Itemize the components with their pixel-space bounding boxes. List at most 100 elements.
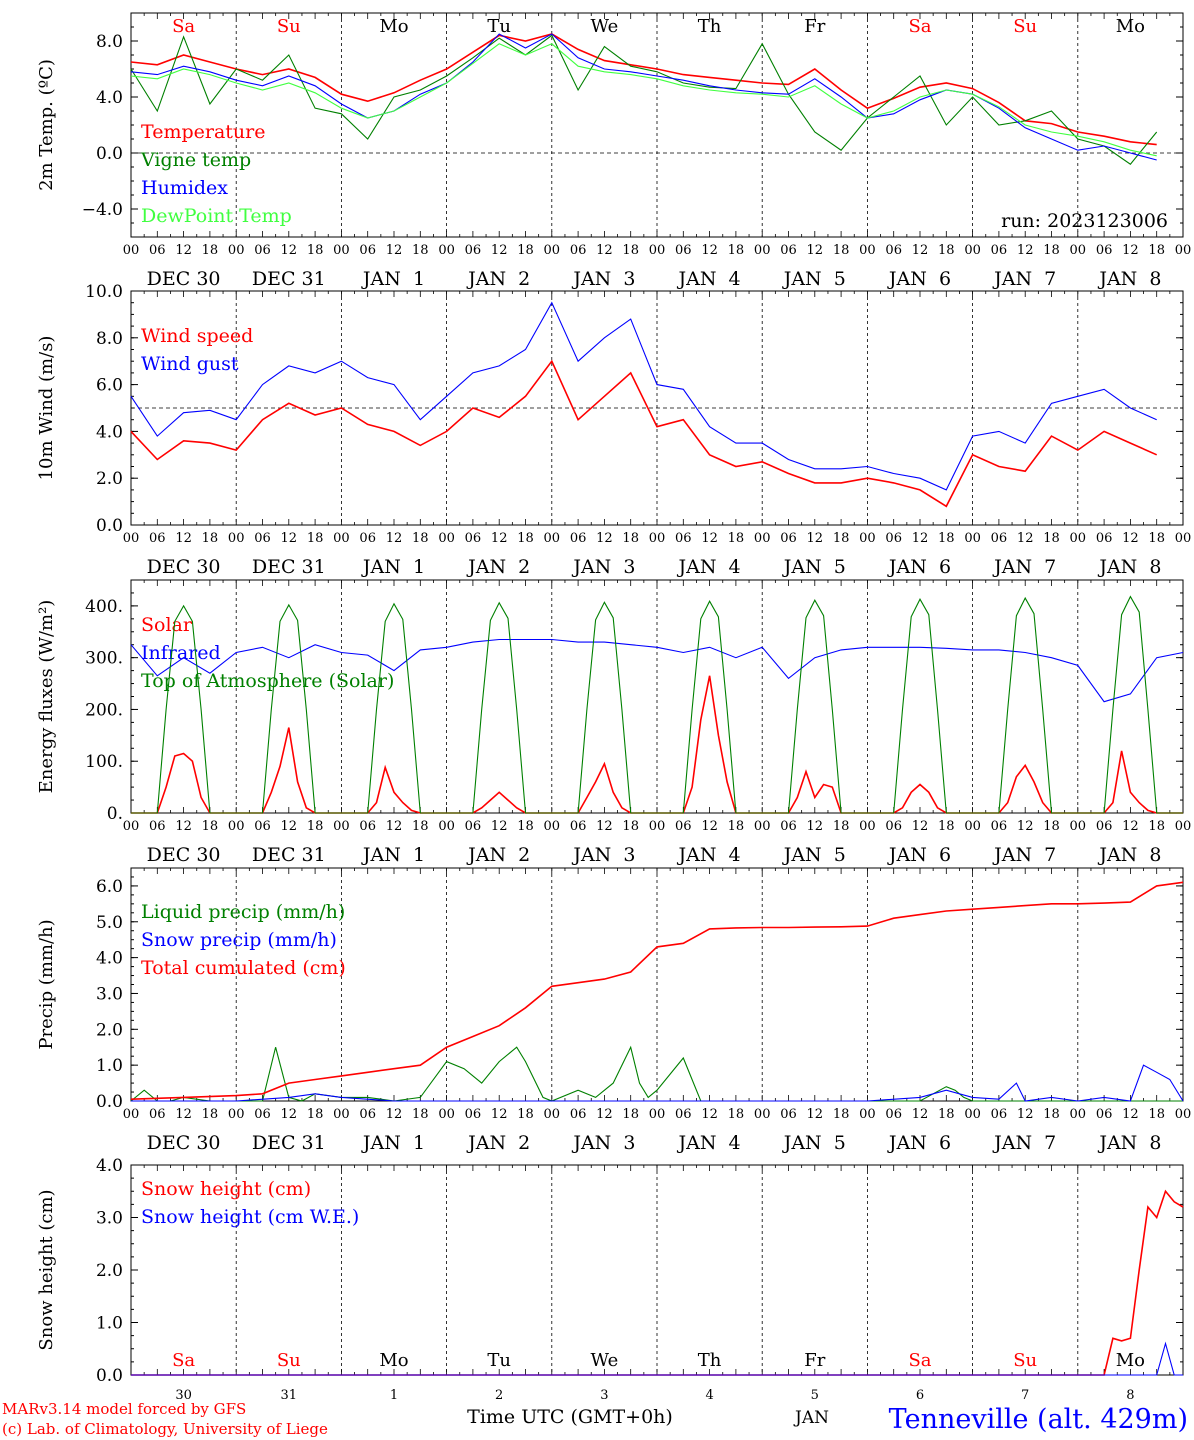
y-tick-label: 0.0 — [96, 1366, 123, 1386]
date-label: JAN 2 — [466, 268, 530, 290]
weekday-label: Mo — [1116, 1350, 1145, 1371]
hour-label: 12 — [596, 531, 613, 546]
y-tick-label: 3.0 — [96, 1209, 123, 1229]
hour-label: 06 — [885, 243, 902, 258]
y-tick-label: 8.0 — [96, 32, 123, 52]
weekday-label: Mo — [379, 1350, 408, 1371]
weekday-label: Su — [277, 16, 301, 37]
hour-label: 06 — [885, 819, 902, 834]
legend-entry-1: Temperature — [141, 121, 265, 143]
hour-label: 00 — [228, 531, 245, 546]
y-tick-label: 6.0 — [96, 877, 123, 897]
weekday-label: Sa — [172, 16, 195, 37]
y-tick-label: 2.0 — [96, 1261, 123, 1281]
hour-label: 06 — [149, 819, 166, 834]
hour-label: 12 — [386, 531, 403, 546]
hour-label: 06 — [780, 1107, 797, 1122]
day-number-label: 6 — [916, 1388, 924, 1403]
hour-label: 18 — [1148, 819, 1165, 834]
legend-entry-3: Total cumulated (cm) — [141, 957, 346, 979]
hour-label: 06 — [254, 531, 271, 546]
date-label: JAN 5 — [782, 268, 846, 290]
hour-label: 12 — [1017, 819, 1034, 834]
hour-label: 00 — [123, 819, 140, 834]
date-label: DEC 30 — [147, 844, 221, 866]
hour-label: 06 — [254, 243, 271, 258]
hour-label: 12 — [912, 1107, 929, 1122]
panel-1: −4.0 0.0 4.0 8.0 2m Temp. (ºC) Temperature Vig… — [36, 12, 1192, 290]
day-number-label: 7 — [1021, 1388, 1029, 1403]
hour-label: 00 — [544, 243, 561, 258]
hour-label: 00 — [1175, 243, 1192, 258]
date-label: JAN 5 — [782, 844, 846, 866]
weekday-label: Tu — [487, 16, 511, 37]
hour-label: 06 — [465, 243, 482, 258]
hour-label: 06 — [359, 531, 376, 546]
hour-label: 06 — [254, 819, 271, 834]
date-label: JAN 6 — [887, 844, 951, 866]
date-label: JAN 2 — [466, 844, 530, 866]
date-label: JAN 8 — [1097, 268, 1161, 290]
date-label: JAN 4 — [677, 1132, 741, 1154]
hour-label: 12 — [1017, 243, 1034, 258]
hour-label: 18 — [307, 243, 324, 258]
hour-label: 12 — [1122, 531, 1139, 546]
date-label: JAN 4 — [677, 556, 741, 578]
date-label: JAN 3 — [571, 268, 635, 290]
date-label: DEC 31 — [252, 556, 326, 578]
date-label: JAN 4 — [677, 268, 741, 290]
hour-label: 12 — [1122, 243, 1139, 258]
hour-label: 18 — [412, 819, 429, 834]
hour-label: 06 — [570, 243, 587, 258]
date-label: JAN 8 — [1097, 1132, 1161, 1154]
hour-label: 18 — [938, 1107, 955, 1122]
y-tick-label: 6.0 — [96, 376, 123, 396]
hour-label: 18 — [938, 243, 955, 258]
date-label: JAN 1 — [361, 844, 425, 866]
legend-entry-1: Wind speed — [141, 325, 253, 347]
hour-label: 12 — [912, 531, 929, 546]
hour-label: 18 — [622, 243, 639, 258]
hour-label: 06 — [359, 243, 376, 258]
legend-entry-2: Vigne temp — [140, 149, 251, 171]
date-label: DEC 31 — [252, 268, 326, 290]
hour-label: 06 — [149, 1107, 166, 1122]
hour-label: 06 — [780, 243, 797, 258]
weekday-label: We — [591, 1350, 619, 1371]
hour-label: 12 — [386, 819, 403, 834]
panel-5: 0.0 1.0 2.0 3.0 4.0 Snow height (cm) Snow heig… — [36, 1156, 1184, 1403]
hour-label: 12 — [701, 531, 718, 546]
date-label: JAN 6 — [887, 268, 951, 290]
hour-label: 00 — [544, 531, 561, 546]
hour-label: 12 — [175, 531, 192, 546]
hour-label: 18 — [833, 531, 850, 546]
hour-label: 12 — [281, 243, 298, 258]
hour-label: 06 — [675, 819, 692, 834]
date-label: JAN 7 — [992, 268, 1056, 290]
run-label: run: 2023123006 — [1001, 210, 1168, 232]
y-axis-title: 10m Wind (m/s) — [36, 336, 57, 481]
hour-label: 18 — [307, 531, 324, 546]
hour-label: 18 — [412, 1107, 429, 1122]
hour-label: 18 — [1148, 1107, 1165, 1122]
hour-label: 18 — [1043, 819, 1060, 834]
hour-label: 12 — [1122, 819, 1139, 834]
y-axis-title: Energy fluxes (W/m²) — [36, 600, 57, 794]
weekday-label: Sa — [908, 1350, 931, 1371]
series-line-2 — [131, 1064, 1184, 1102]
hour-label: 18 — [728, 531, 745, 546]
hour-label: 18 — [938, 819, 955, 834]
hour-label: 00 — [964, 819, 981, 834]
hour-label: 00 — [859, 531, 876, 546]
weekday-label: Th — [698, 1350, 722, 1371]
hour-label: 18 — [728, 243, 745, 258]
hour-label: 18 — [1148, 531, 1165, 546]
date-label: JAN 3 — [571, 1132, 635, 1154]
hour-label: 00 — [859, 1107, 876, 1122]
hour-label: 00 — [438, 819, 455, 834]
y-tick-label: 300. — [85, 649, 123, 669]
hour-label: 12 — [1017, 531, 1034, 546]
date-label: DEC 30 — [147, 1132, 221, 1154]
hour-label: 12 — [386, 243, 403, 258]
